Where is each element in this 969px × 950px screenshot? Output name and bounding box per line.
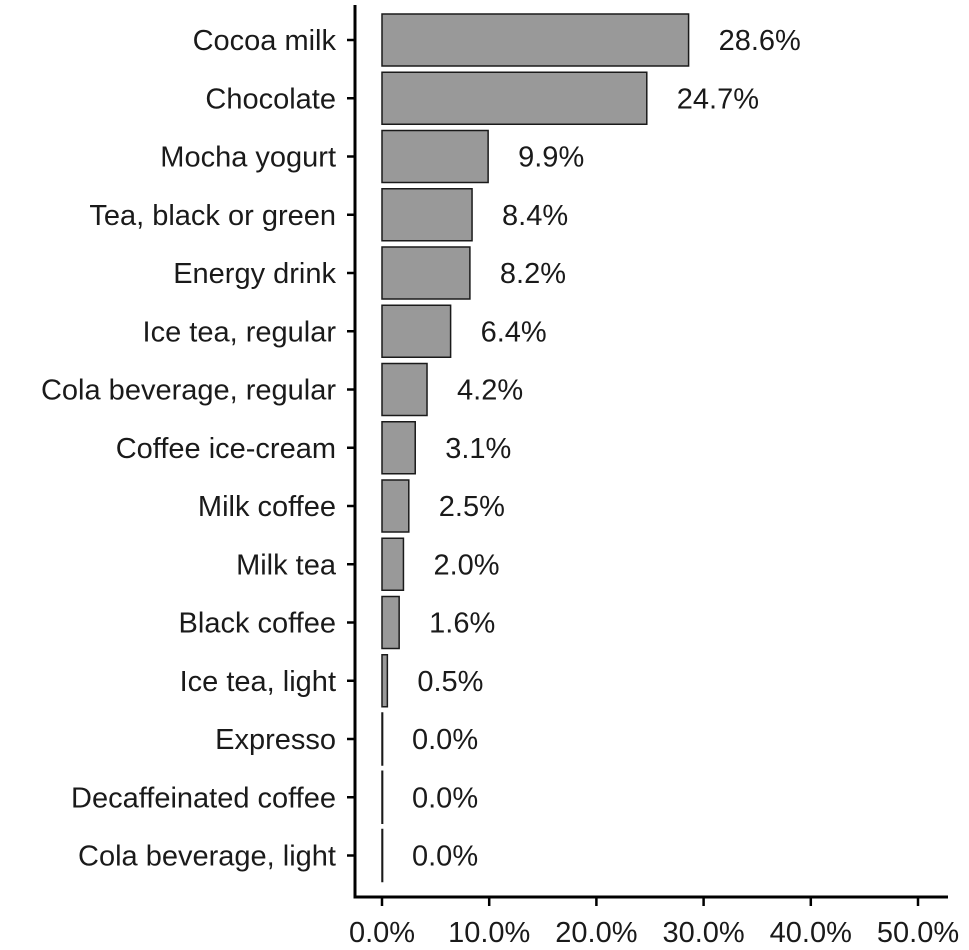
- category-tick-label: Expresso: [215, 724, 336, 756]
- x-tick-label: 30.0%: [662, 917, 744, 949]
- x-tick-label: 10.0%: [448, 917, 530, 949]
- data-label: 3.1%: [445, 433, 511, 465]
- category-tick-label: Ice tea, regular: [143, 316, 337, 348]
- bars-layer: [381, 13, 690, 883]
- x-tick-label: 0.0%: [349, 917, 415, 949]
- category-tick-label: Decaffeinated coffee: [71, 782, 336, 814]
- data-label: 0.5%: [417, 666, 483, 698]
- category-tick-label: Ice tea, light: [180, 666, 336, 698]
- data-label: 24.7%: [677, 83, 759, 115]
- data-label: 8.2%: [500, 258, 566, 290]
- category-tick-label: Mocha yogurt: [160, 142, 336, 174]
- x-tick-label: 40.0%: [770, 917, 852, 949]
- category-tick-label: Tea, black or green: [89, 200, 336, 232]
- bar: [381, 129, 489, 184]
- data-label: 0.0%: [412, 724, 478, 756]
- category-tick-label: Cola beverage, regular: [41, 375, 336, 407]
- bar: [381, 595, 400, 650]
- x-tick-label: 20.0%: [555, 917, 637, 949]
- data-label: 28.6%: [719, 25, 801, 57]
- data-label: 1.6%: [429, 608, 495, 640]
- data-label: 2.5%: [439, 491, 505, 523]
- category-tick-label: Energy drink: [173, 258, 336, 290]
- bar: [381, 479, 410, 533]
- category-tick-label: Milk tea: [236, 549, 337, 581]
- bar: [381, 421, 416, 475]
- bar: [381, 362, 428, 417]
- bar: [381, 13, 690, 67]
- category-tick-label: Chocolate: [205, 83, 336, 115]
- data-label: 6.4%: [481, 316, 547, 348]
- x-tick-label: 50.0%: [877, 917, 959, 949]
- data-label: 0.0%: [412, 782, 478, 814]
- category-tick-label: Cola beverage, light: [78, 841, 336, 873]
- category-tick-label: Coffee ice-cream: [116, 433, 336, 465]
- data-label: 9.9%: [518, 142, 584, 174]
- bar: [381, 304, 452, 358]
- category-tick-label: Milk coffee: [198, 491, 336, 523]
- data-label: 8.4%: [502, 200, 568, 232]
- category-labels-layer: Cocoa milk Chocolate Mocha yogurt Tea, blac…: [41, 25, 337, 873]
- category-tick-label: Black coffee: [179, 608, 336, 640]
- data-label: 2.0%: [433, 549, 499, 581]
- bar: [381, 770, 384, 824]
- bar: [381, 654, 389, 708]
- bar: [381, 828, 384, 883]
- bar: [381, 71, 648, 125]
- axes-layer: 0.0% 10.0% 20.0% 30.0% 40.0% 50.0%: [347, 5, 959, 949]
- bar: [381, 188, 473, 242]
- data-label: 4.2%: [457, 375, 523, 407]
- category-tick-label: Cocoa milk: [193, 25, 337, 57]
- bar: [381, 712, 384, 766]
- bar: [381, 537, 405, 591]
- value-labels-layer: 28.6% 24.7% 9.9% 8.4% 8.2% 6.4% 4.2% 3.1% 2.5% 2.…: [412, 25, 801, 873]
- data-label: 0.0%: [412, 841, 478, 873]
- bar: [381, 246, 471, 300]
